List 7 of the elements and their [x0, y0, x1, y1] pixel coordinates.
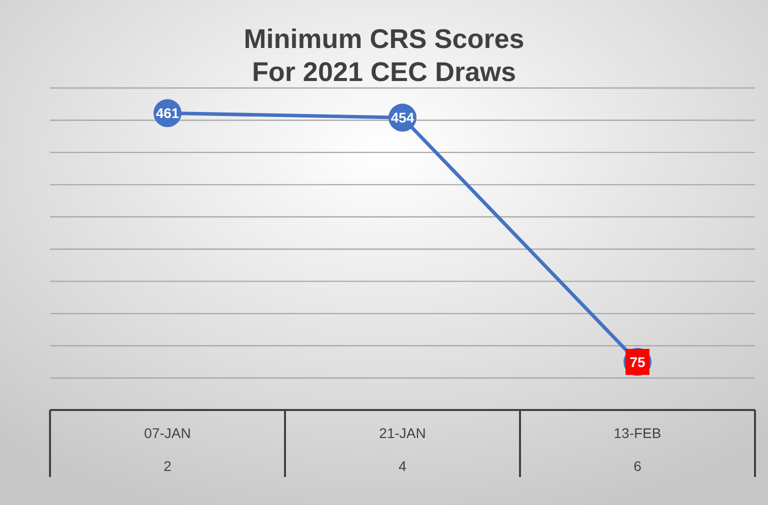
category-label: 07-JAN 2 — [144, 425, 191, 474]
category-label: 21-JAN 4 — [379, 425, 426, 474]
chart-title: Minimum CRS Scores For 2021 CEC Draws — [244, 24, 524, 87]
category-label: 13-FEB 6 — [614, 425, 662, 474]
data-label: 75 — [630, 354, 646, 370]
data-label: 454 — [390, 110, 414, 126]
data-label: 461 — [156, 105, 180, 122]
